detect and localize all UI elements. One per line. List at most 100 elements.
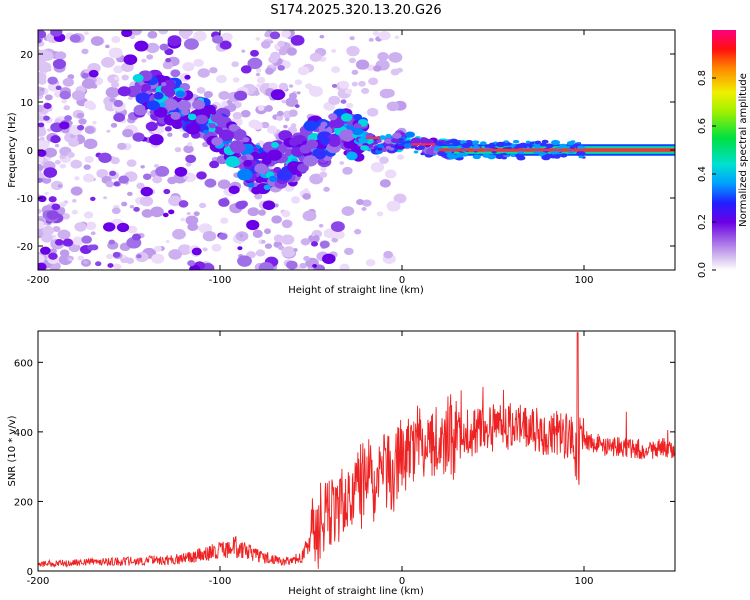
spectrogram-blob: [90, 231, 96, 236]
spectrogram-blob: [239, 234, 244, 238]
spectrogram-blob: [250, 49, 259, 57]
spectrogram-blob: [294, 104, 300, 108]
spectrogram-blob: [145, 121, 158, 132]
spectrogram-blob: [405, 131, 415, 138]
spectrogram-blob: [77, 255, 84, 261]
spectrogram-blob: [81, 235, 93, 244]
spectrogram-blob: [278, 48, 288, 56]
spectrogram-blob: [55, 85, 62, 91]
spectrogram-blob: [220, 217, 229, 224]
spectrogram-blob: [193, 30, 207, 42]
spectrogram-blob: [68, 138, 80, 148]
spectrogram-blob: [187, 222, 199, 231]
spectrogram-blob: [38, 127, 47, 137]
spectrogram-blob: [184, 74, 191, 80]
spectrogram-blob: [297, 66, 310, 76]
spectrogram-blob: [578, 155, 584, 159]
spectrogram-blob: [103, 222, 116, 232]
spectrogram-blob: [379, 156, 389, 164]
spectrogram-blob: [81, 48, 89, 55]
spectrogram-blob: [168, 195, 182, 207]
spectrogram-blob: [310, 241, 319, 247]
spectrogram-blob: [388, 52, 403, 63]
spectrogram-xtick-label: -100: [209, 275, 232, 286]
spectrogram-blob: [237, 168, 253, 181]
spectrogram-blob: [362, 199, 372, 207]
spectrogram-blob: [38, 72, 47, 83]
spectrogram-blob: [193, 211, 200, 217]
spectrogram-blob: [211, 243, 222, 252]
spectrogram-blob: [158, 30, 169, 35]
spectrogram-blob: [566, 141, 575, 146]
spectrogram-blob: [47, 82, 60, 92]
spectrogram-ytick-label: 10: [20, 98, 33, 109]
spectrogram-blob: [113, 99, 124, 108]
spectrogram-blobs: [38, 30, 675, 270]
spectrogram-blob: [269, 175, 278, 182]
spectrogram-blob: [175, 90, 185, 98]
spectrogram-blob: [576, 150, 586, 157]
spectrogram-blob: [209, 160, 220, 169]
spectrogram-blob: [103, 196, 108, 200]
spectrogram-blob: [247, 182, 255, 188]
spectrogram-blob: [261, 240, 266, 244]
spectrogram-blob: [129, 30, 142, 36]
spectrogram-blob: [237, 255, 252, 267]
snr-ytick-label: 0: [27, 567, 33, 578]
spectrogram-blob: [284, 117, 290, 122]
spectrogram-blob: [153, 91, 164, 100]
spectrogram-blob: [240, 65, 252, 74]
spectrogram-blob: [243, 159, 253, 167]
spectrogram-blob: [132, 73, 144, 83]
spectrogram-blob: [487, 154, 496, 160]
spectrogram-blob: [57, 229, 71, 240]
spectrogram-blob: [370, 146, 375, 150]
spectrogram-blob: [59, 249, 70, 257]
spectrogram-blob: [113, 65, 124, 74]
spectrogram-blob: [328, 113, 338, 121]
spectrogram-blob: [331, 83, 338, 88]
spectrogram-blob: [38, 91, 44, 96]
spectrogram-blob: [232, 77, 240, 83]
spectrogram-blob: [196, 86, 206, 94]
spectrogram-blob: [472, 154, 481, 160]
spectrogram-blob: [271, 215, 282, 224]
spectrogram-blob: [140, 186, 153, 197]
spectrogram-blob: [281, 30, 291, 38]
spectrogram-blob: [170, 69, 181, 78]
spectrogram-blob: [43, 167, 58, 178]
spectrogram-blob: [216, 74, 227, 84]
spectrogram-ytick-label: -20: [17, 242, 33, 253]
spectrogram-blob: [69, 34, 81, 43]
spectrogram-blob: [44, 191, 49, 196]
snr-xtick-label: 0: [399, 576, 405, 587]
colorbar-tick-label: 0.2: [697, 214, 708, 230]
spectrogram-blob: [40, 136, 45, 141]
spectrogram-blob: [78, 118, 87, 125]
spectrogram-blob: [446, 153, 456, 159]
spectrogram-blob: [220, 32, 233, 42]
spectrogram-blob: [276, 114, 284, 121]
spectrogram-blob: [44, 94, 53, 101]
spectrogram-blob: [40, 87, 45, 92]
spectrogram-blob: [139, 196, 154, 207]
spectrogram-blob: [346, 45, 360, 57]
spectrogram-blob: [126, 159, 137, 167]
spectrogram-blob: [218, 129, 235, 142]
spectrogram-blob: [57, 184, 63, 188]
spectrogram-blob: [199, 202, 207, 209]
spectrogram-blob: [106, 253, 114, 260]
spectrogram-blob: [92, 121, 97, 125]
spectrogram-blob: [356, 199, 365, 206]
spectrogram-blob: [38, 208, 42, 214]
spectrogram-blob: [386, 101, 400, 112]
spectrogram-blob: [187, 260, 196, 267]
spectrogram-blob: [76, 112, 85, 119]
spectrogram-blob: [38, 262, 47, 270]
spectrogram-blob: [505, 154, 511, 158]
spectrogram-blob: [234, 90, 248, 101]
spectrogram-blob: [183, 172, 197, 183]
spectrogram-blob: [283, 124, 288, 129]
spectrogram-blob: [291, 196, 301, 204]
